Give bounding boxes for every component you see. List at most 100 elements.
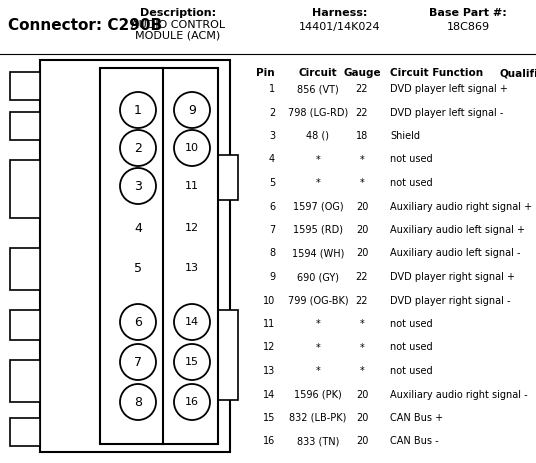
Text: 22: 22 [356,107,368,118]
Circle shape [120,130,156,166]
Text: 16: 16 [185,397,199,407]
Text: 14: 14 [263,389,275,400]
Bar [218,155,238,200]
Text: Harness:: Harness: [312,8,368,18]
Text: 1596 (PK): 1596 (PK) [294,389,342,400]
Text: 15: 15 [263,413,275,423]
Text: 20: 20 [356,225,368,235]
Text: 8: 8 [269,249,275,258]
Text: Circuit: Circuit [299,68,337,78]
Bar [100,68,218,444]
Text: 20: 20 [356,249,368,258]
Text: 5: 5 [269,178,275,188]
Bar [10,360,40,402]
Circle shape [174,92,210,128]
Text: 833 (TN): 833 (TN) [297,437,339,446]
Text: *: * [316,155,321,164]
Bar [10,112,40,140]
Text: 1597 (OG): 1597 (OG) [293,201,344,212]
Text: not used: not used [390,366,433,376]
Text: 1: 1 [269,84,275,94]
Text: Auxiliary audio right signal +: Auxiliary audio right signal + [390,201,532,212]
Text: 20: 20 [356,437,368,446]
Text: 20: 20 [356,389,368,400]
Text: *: * [316,366,321,376]
Circle shape [120,168,156,204]
Text: 6: 6 [269,201,275,212]
Text: 16: 16 [263,437,275,446]
Text: not used: not used [390,343,433,352]
Text: 20: 20 [356,413,368,423]
Text: 2: 2 [269,107,275,118]
Text: 18: 18 [356,131,368,141]
Text: 1594 (WH): 1594 (WH) [292,249,344,258]
Text: 15: 15 [185,357,199,367]
Circle shape [120,92,156,128]
Text: 799 (OG-BK): 799 (OG-BK) [288,295,348,306]
Text: not used: not used [390,155,433,164]
Text: 856 (VT): 856 (VT) [297,84,339,94]
Text: Pin: Pin [256,68,275,78]
Text: *: * [360,319,364,329]
Circle shape [120,304,156,340]
Text: 20: 20 [356,201,368,212]
Text: Description:: Description: [140,8,216,18]
Text: *: * [360,155,364,164]
Text: 9: 9 [269,272,275,282]
Bar [10,418,40,446]
Text: 18C869: 18C869 [446,22,489,32]
Text: Qualifier: Qualifier [500,68,536,78]
Text: Shield: Shield [390,131,420,141]
Text: Gauge: Gauge [343,68,381,78]
Bar [10,72,40,100]
Circle shape [174,304,210,340]
Text: 3: 3 [134,180,142,193]
Text: Auxiliary audio right signal -: Auxiliary audio right signal - [390,389,527,400]
Text: 22: 22 [356,272,368,282]
Text: DVD player right signal +: DVD player right signal + [390,272,515,282]
Text: 5: 5 [134,262,142,275]
Text: *: * [316,178,321,188]
Text: 4: 4 [134,221,142,234]
Text: CAN Bus -: CAN Bus - [390,437,438,446]
Text: *: * [316,319,321,329]
Text: 7: 7 [134,356,142,369]
Bar [10,160,40,218]
Text: 22: 22 [356,84,368,94]
Text: DVD player right signal -: DVD player right signal - [390,295,510,306]
Circle shape [174,384,210,420]
Text: 10: 10 [185,143,199,153]
Text: 8: 8 [134,395,142,408]
Text: 14: 14 [185,317,199,327]
Text: 48 (): 48 () [307,131,330,141]
Text: 12: 12 [263,343,275,352]
Text: 4: 4 [269,155,275,164]
Text: 798 (LG-RD): 798 (LG-RD) [288,107,348,118]
Text: Auxiliary audio left signal +: Auxiliary audio left signal + [390,225,525,235]
Text: 12: 12 [185,223,199,233]
Circle shape [120,384,156,420]
Text: Connector: C290B: Connector: C290B [8,18,162,33]
Text: 7: 7 [269,225,275,235]
Text: Auxiliary audio left signal -: Auxiliary audio left signal - [390,249,520,258]
Text: *: * [316,343,321,352]
Text: 1: 1 [134,104,142,117]
Bar [10,248,40,290]
Circle shape [174,344,210,380]
Text: CAN Bus +: CAN Bus + [390,413,443,423]
Text: MODULE (ACM): MODULE (ACM) [136,31,221,41]
Text: DVD player left signal +: DVD player left signal + [390,84,508,94]
Text: AUDIO CONTROL: AUDIO CONTROL [131,20,225,30]
Text: 3: 3 [269,131,275,141]
Text: 690 (GY): 690 (GY) [297,272,339,282]
Bar [10,310,40,340]
Text: 9: 9 [188,104,196,117]
Text: Base Part #:: Base Part #: [429,8,507,18]
Text: 832 (LB-PK): 832 (LB-PK) [289,413,347,423]
Text: 10: 10 [263,295,275,306]
Text: 11: 11 [263,319,275,329]
Text: not used: not used [390,319,433,329]
Bar [218,310,238,400]
Text: not used: not used [390,178,433,188]
Text: 6: 6 [134,315,142,329]
